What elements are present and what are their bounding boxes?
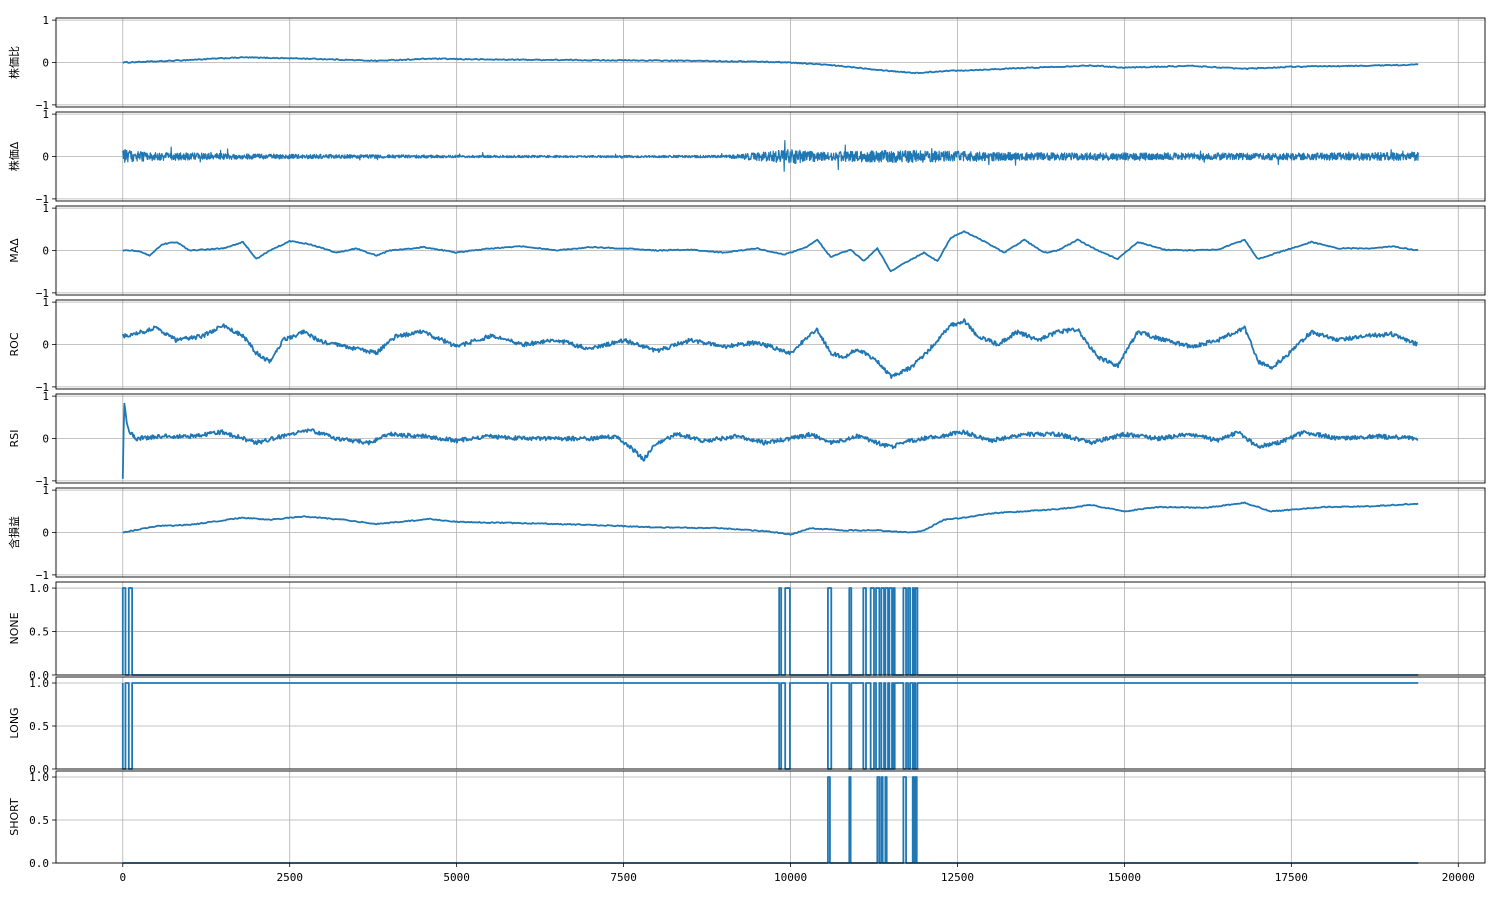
subplot-9: 0.0 0.5 1.0 SHORT [8, 770, 1486, 870]
x-tick-label: 7500 [610, 871, 637, 884]
x-tick-label: 0 [119, 871, 126, 884]
series-line [122, 501, 1419, 536]
y-tick-label: 1 [42, 108, 49, 121]
y-tick-label: −1 [36, 287, 49, 300]
subplot-frame [55, 676, 1486, 770]
y-axis-label: MAΔ [8, 238, 21, 263]
y-tick-label: −1 [36, 475, 49, 488]
y-tick-label: 0 [42, 433, 49, 446]
y-tick-label: 0.5 [29, 814, 49, 827]
y-axis-label: 含損益 [7, 516, 21, 549]
x-tick-label: 20000 [1442, 871, 1475, 884]
subplot-1: −1 0 1 株価比 [7, 14, 1486, 112]
y-tick-label: 0.5 [29, 720, 49, 733]
y-axis-label: ROC [8, 332, 21, 356]
subplot-frame [55, 393, 1486, 484]
series-line [122, 56, 1419, 75]
x-tick-label: 10000 [774, 871, 807, 884]
y-tick-label: 1 [42, 296, 49, 309]
x-tick-label: 15000 [1108, 871, 1141, 884]
series-line [121, 402, 1419, 479]
subplot-2: −1 0 1 株価Δ [7, 108, 1486, 206]
subplot-frame [55, 111, 1486, 202]
subplot-frame [55, 770, 1486, 864]
subplot-4: −1 0 1 ROC [8, 296, 1486, 394]
y-tick-label: 0 [42, 245, 49, 258]
x-tick-label: 2500 [276, 871, 303, 884]
subplot-panels: −1 0 1 株価比 −1 0 1 株価Δ −1 0 1 MAΔ −1 0 1 ROC −1 0 1 RSI −1 0 1 含… [7, 14, 1486, 870]
y-tick-label: 0.5 [29, 626, 49, 639]
y-tick-label: 0 [42, 527, 49, 540]
y-tick-label: −1 [36, 99, 49, 112]
x-tick-label: 17500 [1275, 871, 1308, 884]
subplot-7: 0.0 0.5 1.0 NONE [8, 581, 1486, 682]
y-axis-label: 株価比 [7, 46, 21, 79]
y-tick-label: −1 [36, 381, 49, 394]
subplot-frame [55, 205, 1486, 296]
y-tick-label: 0.0 [29, 669, 49, 682]
y-tick-label: −1 [36, 193, 49, 206]
y-tick-label: 0.0 [29, 857, 49, 870]
y-tick-label: 0.0 [29, 763, 49, 776]
subplot-frame [55, 581, 1486, 676]
y-tick-label: 1 [42, 14, 49, 27]
y-axis-label: NONE [8, 612, 21, 644]
y-tick-label: 1 [42, 390, 49, 403]
shared-x-axis: 0 2500 5000 7500 10000 12500 15000 17500 20000 [119, 863, 1475, 884]
subplot-8: 0.0 0.5 1.0 LONG [8, 676, 1486, 776]
subplot-3: −1 0 1 MAΔ [8, 202, 1486, 300]
x-tick-label: 5000 [443, 871, 470, 884]
subplot-frame [55, 17, 1486, 108]
y-tick-label: 1.0 [29, 771, 49, 784]
y-tick-label: 0 [42, 339, 49, 352]
subplot-frame [55, 487, 1486, 578]
x-tick-label: 12500 [941, 871, 974, 884]
y-tick-label: 1 [42, 484, 49, 497]
y-tick-label: 0 [42, 57, 49, 70]
y-axis-label: SHORT [8, 798, 21, 836]
series-line [121, 318, 1418, 380]
y-axis-label: RSI [8, 430, 21, 448]
series-line [122, 230, 1419, 273]
subplot-frame [55, 299, 1486, 390]
y-tick-label: 1.0 [29, 582, 49, 595]
y-axis-label: 株価Δ [7, 141, 21, 171]
y-axis-label: LONG [8, 707, 21, 738]
y-tick-label: −1 [36, 569, 49, 582]
y-tick-label: 1.0 [29, 677, 49, 690]
series-line [122, 139, 1419, 172]
subplot-6: −1 0 1 含損益 [7, 484, 1486, 582]
y-tick-label: 0 [42, 151, 49, 164]
y-tick-label: 1 [42, 202, 49, 215]
subplot-5: −1 0 1 RSI [8, 390, 1486, 488]
